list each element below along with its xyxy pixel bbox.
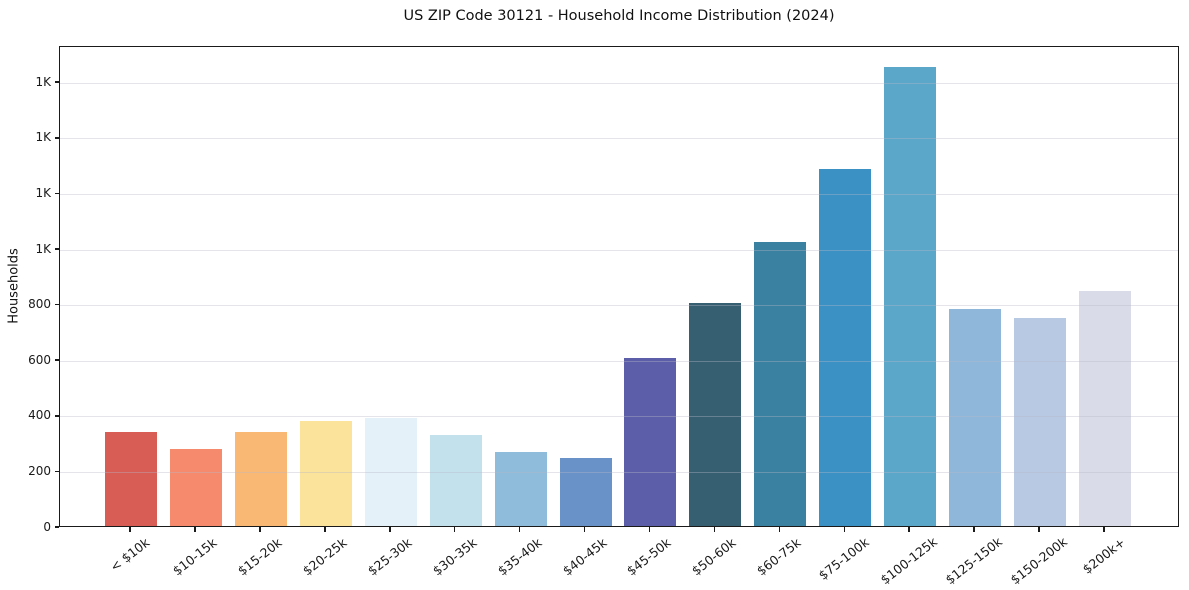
y-tick-mark [55, 303, 59, 306]
y-tick-mark [55, 81, 59, 83]
bar-$100-125k [884, 67, 937, 526]
x-tick-label: < $10k [107, 534, 153, 575]
y-tick-label: 1K [35, 130, 51, 145]
x-tick-mark [453, 527, 456, 532]
gridline-200 [60, 471, 1178, 473]
bar-< $10k [105, 432, 157, 526]
gridline-800 [60, 305, 1178, 307]
bar-$50-60k [689, 303, 742, 526]
y-tick-label: 0 [43, 519, 51, 534]
x-tick-mark [583, 527, 586, 532]
x-tick-label: $200k+ [1079, 534, 1128, 577]
gridline-1600 [60, 82, 1178, 84]
y-tick-mark [55, 470, 59, 473]
bar-$150-200k [1014, 318, 1067, 526]
bar-$15-20k [234, 432, 287, 526]
bar-$75-100k [819, 168, 872, 526]
x-tick-label: $75-100k [815, 534, 872, 583]
y-tick-label: 1K [35, 241, 51, 256]
x-tick-mark [389, 527, 391, 532]
x-tick-label: $125-150k [942, 534, 1005, 588]
y-tick-mark [55, 415, 59, 417]
x-tick-label: $100-125k [877, 534, 941, 588]
x-tick-label: $10-15k [169, 534, 220, 578]
x-tick-label: $40-45k [559, 534, 610, 578]
y-tick-mark [55, 526, 59, 528]
gridline-1200 [60, 193, 1178, 195]
plot-area [59, 46, 1179, 527]
x-tick-label: $60-75k [754, 534, 804, 578]
y-tick-label: 1K [35, 74, 51, 89]
x-tick-mark [324, 527, 326, 532]
y-tick-label: 200 [28, 463, 51, 478]
x-tick-label: $20-25k [299, 534, 350, 578]
x-tick-label: $35-40k [494, 534, 545, 578]
y-tick-mark [55, 248, 59, 250]
x-tick-label: $25-30k [364, 534, 415, 578]
y-tick-mark [55, 192, 59, 195]
bar-$200k+ [1078, 291, 1131, 526]
y-tick-label: 800 [28, 297, 51, 312]
x-tick-label: $50-60k [689, 534, 739, 578]
x-tick-mark [973, 527, 975, 532]
x-tick-label: $45-50k [624, 534, 675, 578]
x-tick-mark [843, 527, 845, 532]
bar-$20-25k [299, 421, 352, 526]
x-tick-mark [778, 527, 781, 532]
gridline-400 [60, 416, 1178, 418]
x-tick-label: $15-20k [234, 534, 285, 578]
x-tick-mark [1103, 527, 1105, 532]
x-tick-mark [648, 527, 651, 532]
y-tick-mark [55, 359, 59, 361]
x-tick-mark [908, 527, 910, 532]
x-tick-mark [713, 527, 716, 532]
y-tick-label: 1K [35, 185, 51, 200]
bar-$30-35k [429, 435, 482, 526]
y-tick-label: 600 [28, 352, 51, 367]
chart-title: US ZIP Code 30121 - Household Income Dis… [403, 8, 835, 24]
x-tick-label: $30-35k [429, 534, 480, 578]
x-tick-mark [518, 527, 521, 532]
x-tick-mark [1038, 527, 1040, 532]
bar-$35-40k [494, 451, 547, 526]
x-tick-mark [194, 527, 196, 532]
x-tick-label: $150-200k [1007, 534, 1070, 588]
bar-$25-30k [364, 417, 417, 526]
bar-$60-75k [754, 242, 807, 526]
y-tick-label: 400 [28, 408, 51, 423]
y-axis-label: Households [6, 248, 22, 324]
bar-$40-45k [559, 457, 612, 526]
x-tick-mark [259, 527, 261, 532]
bar-$45-50k [624, 357, 677, 526]
gridline-600 [60, 360, 1178, 362]
bar-$125-150k [949, 309, 1002, 526]
bar-$10-15k [169, 449, 222, 526]
gridline-1400 [60, 138, 1178, 140]
y-tick-mark [55, 137, 59, 139]
gridline-1000 [60, 249, 1178, 251]
x-tick-mark [129, 527, 131, 532]
